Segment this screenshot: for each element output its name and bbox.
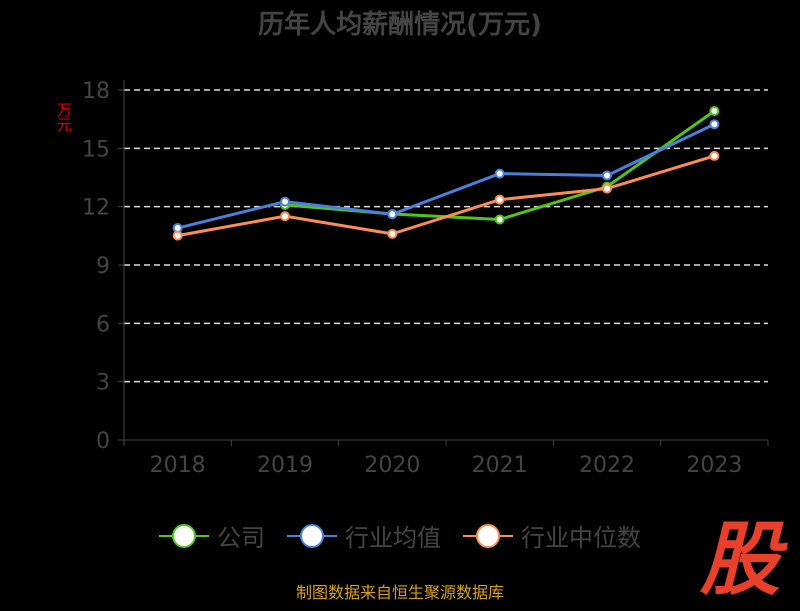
x-tick-label: 2021	[472, 453, 528, 478]
y-tick-label: 6	[96, 312, 110, 337]
data-point	[172, 230, 183, 241]
data-point	[709, 106, 720, 116]
legend-marker-icon	[159, 523, 209, 548]
source-note: 制图数据来自恒生聚源数据库	[295, 583, 504, 602]
legend-item[interactable]: 行业均值	[287, 518, 441, 553]
logo: 股	[700, 513, 780, 606]
x-tick-label: 2022	[579, 453, 635, 478]
series-line-1	[177, 122, 715, 230]
data-point	[709, 150, 720, 161]
data-point	[280, 196, 290, 207]
y-tick-label: 15	[82, 137, 110, 162]
legend-label: 行业中位数	[521, 524, 641, 552]
legend-item[interactable]: 公司	[159, 518, 265, 553]
legend-label: 公司	[217, 524, 265, 552]
data-point	[602, 170, 612, 181]
data-point	[602, 183, 612, 194]
series-line-2	[177, 154, 715, 238]
y-tick-label: 0	[96, 429, 110, 454]
legend-item[interactable]: 行业中位数	[463, 518, 641, 553]
data-point	[494, 214, 505, 225]
x-tick-label: 2018	[150, 453, 206, 478]
x-tick-label: 2019	[257, 453, 313, 478]
y-tick-label: 12	[82, 196, 110, 221]
y-tick-label: 9	[96, 254, 110, 279]
data-point	[494, 194, 505, 205]
data-point	[387, 209, 398, 220]
legend-marker-icon	[287, 523, 337, 548]
legend-marker-icon	[463, 523, 513, 548]
y-tick-label: 3	[96, 371, 110, 396]
y-axis-label: 万元	[55, 102, 73, 132]
data-point	[280, 211, 290, 222]
y-tick-label: 18	[82, 79, 110, 104]
data-point	[494, 168, 505, 179]
data-point	[387, 228, 398, 239]
legend: 公司 行业均值 行业中位数	[0, 518, 800, 553]
data-point	[709, 119, 720, 130]
legend-label: 行业均值	[345, 524, 441, 552]
chart-title: 历年人均薪酬情况(万元)	[258, 10, 542, 40]
x-tick-label: 2020	[364, 453, 420, 478]
x-tick-label: 2023	[686, 453, 742, 478]
